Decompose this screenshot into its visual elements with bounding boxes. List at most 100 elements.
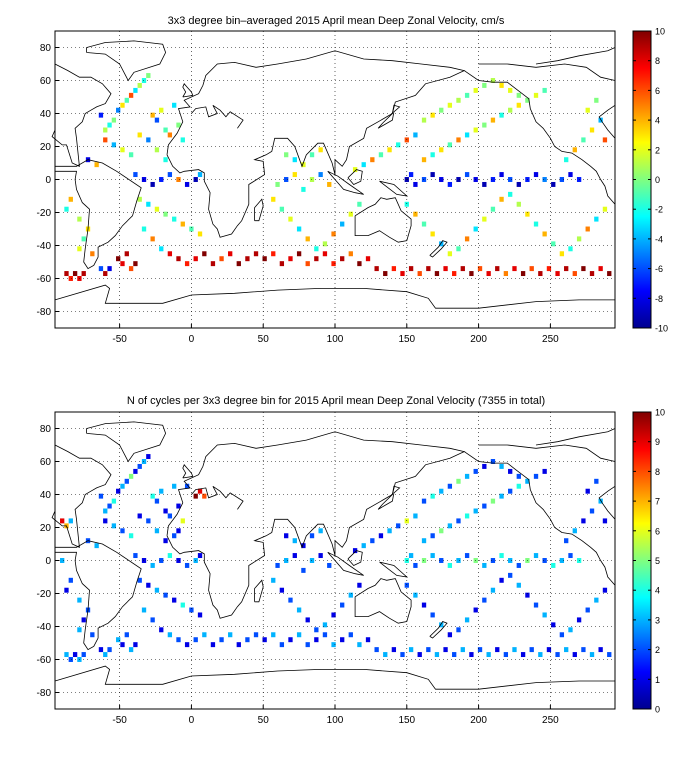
velocity-bin (413, 132, 418, 138)
velocity-bin (572, 271, 577, 277)
velocity-bin (581, 137, 586, 143)
velocity-bin (146, 73, 151, 79)
cycles-bin (456, 627, 461, 633)
colorbar-tick-label: 3 (655, 615, 660, 625)
velocity-bin (133, 261, 138, 267)
velocity-bin (172, 102, 177, 108)
cycles-bin (482, 503, 487, 509)
velocity-bin (490, 177, 496, 182)
cycles-bin (508, 488, 513, 494)
velocity-bin (464, 132, 470, 138)
velocity-bin (421, 177, 427, 182)
cycles-bin (421, 498, 427, 504)
velocity-bin (430, 112, 435, 118)
velocity-bin (447, 102, 453, 108)
velocity-bin (464, 236, 470, 242)
velocity-bin (296, 251, 302, 257)
velocity-bin (141, 78, 147, 83)
velocity-bin (378, 152, 384, 158)
cycles-bin (167, 553, 173, 559)
velocity-bin (542, 87, 547, 93)
velocity-y-axis: 80 60 40 20 0 -20 -40 -60 -80 (37, 43, 59, 318)
cycles-bin (103, 518, 108, 524)
velocity-bin (77, 216, 82, 222)
cycles-bin (120, 528, 125, 534)
cycles-bin (146, 518, 151, 524)
velocity-bin (602, 137, 608, 143)
cycles-bin (525, 478, 530, 484)
velocity-bin (163, 211, 168, 217)
velocity-bin (430, 172, 435, 178)
cycles-bin (301, 543, 306, 549)
colorbar-tick-label: 8 (655, 56, 660, 66)
cycles-bin (340, 637, 345, 643)
cycles-bin (184, 483, 190, 489)
cycles-bin (150, 617, 155, 623)
velocity-bin (361, 162, 366, 168)
velocity-bin (163, 157, 168, 163)
coastline-antarctica (54, 284, 615, 309)
velocity-bin (228, 251, 233, 257)
velocity-bin (602, 206, 608, 212)
y-tick-label: -20 (37, 589, 52, 600)
cycles-bin (184, 642, 190, 648)
cycles-x-axis: -50 0 50 100 150 200 250 (112, 705, 559, 726)
coastline-north-america-gulf (598, 485, 616, 520)
cycles-bin (546, 647, 552, 653)
cycles-bin (292, 553, 297, 559)
velocity-bin (559, 251, 565, 257)
cycles-bin (568, 553, 573, 559)
velocity-bin (314, 246, 319, 252)
colorbar-tick-label: -4 (655, 234, 663, 244)
cycles-bin (426, 647, 431, 653)
cycles-chart-title: N of cycles per 3x3 degree bin for 2015 … (127, 395, 545, 407)
velocity-bin (473, 87, 478, 93)
cycles-bin (98, 647, 104, 653)
cycles-bin (348, 632, 353, 638)
y-tick-label: 40 (40, 490, 52, 501)
cycles-bin (357, 642, 362, 648)
cycles-bin (572, 528, 577, 534)
velocity-bin (516, 102, 521, 108)
cycles-bin (559, 632, 565, 638)
cycles-bin (184, 562, 190, 568)
y-tick-label: -60 (37, 655, 52, 666)
velocity-bin (447, 142, 453, 148)
cycles-bin (68, 657, 73, 662)
cycles-bin (77, 597, 82, 603)
velocity-bin (551, 241, 556, 247)
coastline-africa-eurasia (166, 431, 466, 619)
velocity-bin (340, 256, 345, 262)
velocity-bin (197, 231, 203, 237)
velocity-bin (111, 142, 117, 148)
coastline-greenland (86, 421, 167, 463)
velocity-bin (176, 256, 181, 262)
cycles-bin (598, 498, 603, 504)
cycles-bin (193, 493, 198, 499)
velocity-bin (387, 147, 392, 153)
velocity-bin (322, 251, 328, 257)
velocity-bin (103, 127, 108, 133)
velocity-bin (219, 256, 224, 262)
cycles-bin (331, 612, 336, 618)
cycles-bin (167, 632, 173, 638)
y-tick-label: 60 (40, 76, 52, 87)
colorbar-tick-label: 0 (655, 705, 660, 715)
velocity-bin (594, 216, 599, 222)
cycles-bin (172, 533, 177, 539)
coastline-uk (182, 83, 194, 98)
velocity-bin (189, 226, 194, 232)
velocity-bin (262, 256, 267, 262)
y-tick-label: 20 (40, 142, 52, 153)
cycles-bin (292, 538, 297, 544)
velocity-bin (490, 78, 496, 83)
cycles-bin (447, 483, 453, 489)
cycles-y-axis: 80 60 40 20 0 -20 -40 -60 -80 (37, 424, 59, 699)
velocity-bin (525, 211, 530, 217)
velocity-bin (585, 226, 590, 232)
cycles-bin (271, 632, 276, 638)
coastline-new-zealand (429, 240, 448, 258)
velocity-bin (589, 271, 595, 277)
velocity-bin (68, 196, 73, 202)
coastline-madagascar (254, 579, 264, 603)
